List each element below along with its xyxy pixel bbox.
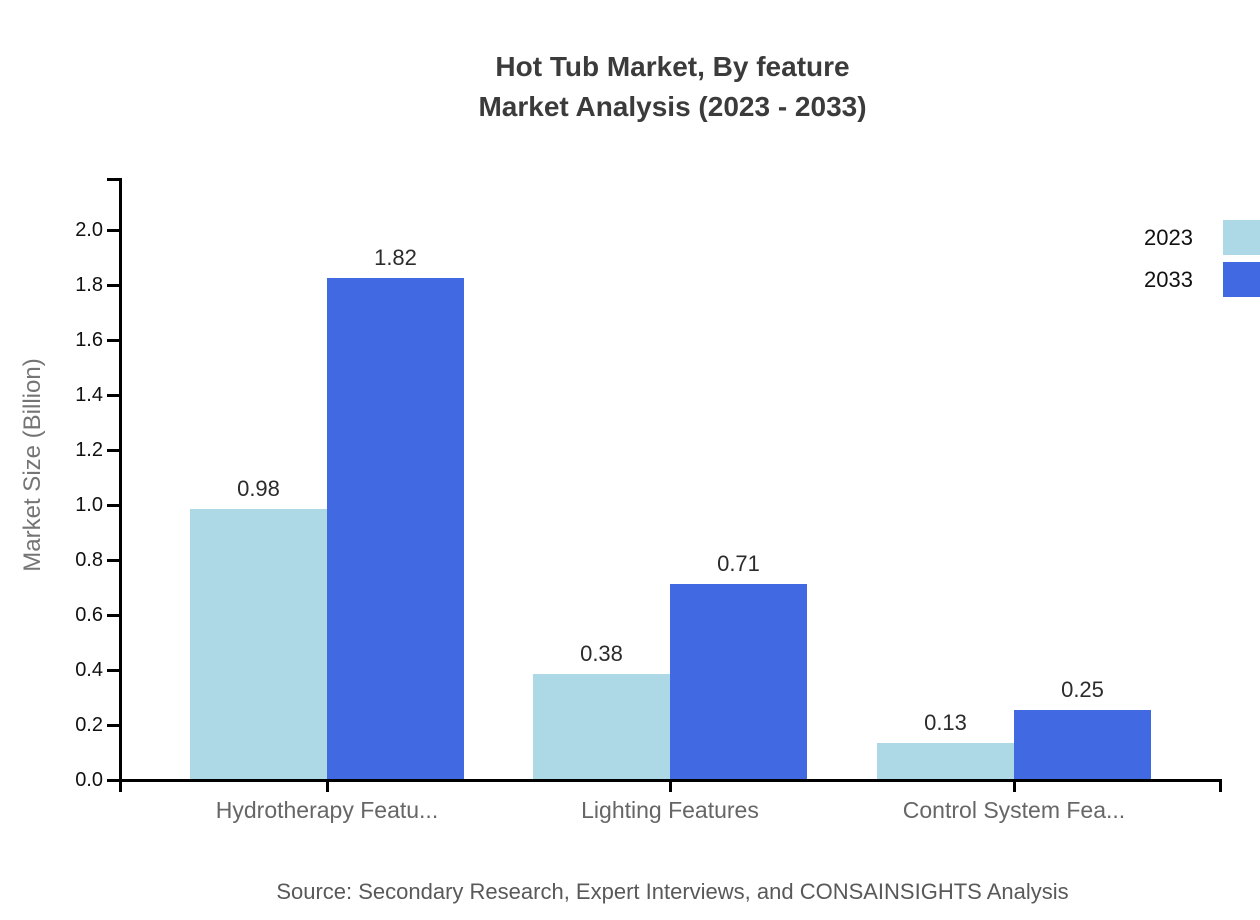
legend-swatch-2033 [1223, 262, 1260, 297]
y-tick-label: 1.8 [75, 274, 103, 296]
legend-label-2023: 2023 [1144, 225, 1193, 250]
bar-value-label: 0.13 [924, 710, 967, 735]
bar-value-label: 0.38 [580, 641, 623, 666]
y-tick [107, 724, 119, 727]
legend-item-2033: 2033 [1144, 262, 1260, 297]
y-tick [107, 229, 119, 232]
bar-value-label: 0.71 [717, 551, 760, 576]
y-tick-label: 0.8 [75, 549, 103, 571]
x-tick [1013, 782, 1016, 792]
bar-2033 [1014, 710, 1151, 779]
source-attribution: Source: Secondary Research, Expert Inter… [276, 879, 1069, 904]
x-axis-right-outer-tick [1219, 782, 1222, 792]
y-tick [107, 779, 119, 782]
bar-value-label: 0.25 [1061, 677, 1104, 702]
y-tick-label: 0.6 [75, 604, 103, 626]
category-label: Control System Fea... [902, 797, 1126, 823]
bar-value-label: 0.98 [237, 476, 280, 501]
bar-2023 [533, 674, 670, 779]
bar-value-label: 1.82 [374, 245, 417, 270]
y-tick-label: 1.6 [75, 329, 103, 351]
y-axis-top-cap [107, 178, 119, 181]
legend-label-2033: 2033 [1144, 267, 1193, 292]
legend-item-2023: 2023 [1144, 220, 1260, 255]
x-tick [669, 782, 672, 792]
y-tick-label: 0.0 [75, 769, 103, 791]
category-label: Lighting Features [581, 797, 759, 823]
y-tick-label: 0.4 [75, 659, 103, 681]
y-tick [107, 339, 119, 342]
y-tick-label: 1.4 [75, 384, 103, 406]
y-tick [107, 504, 119, 507]
y-tick-label: 2.0 [75, 219, 103, 241]
bar-2023 [877, 743, 1014, 779]
y-tick [107, 669, 119, 672]
y-tick [107, 394, 119, 397]
legend-swatch-2023 [1223, 220, 1260, 255]
x-axis-left-outer-tick [119, 782, 122, 792]
y-axis-line [119, 178, 122, 782]
bar-2033 [327, 278, 464, 779]
chart-title: Hot Tub Market, By feature Market Analys… [120, 47, 1225, 127]
y-tick [107, 559, 119, 562]
y-tick [107, 614, 119, 617]
y-tick-label: 0.2 [75, 714, 103, 736]
y-tick-label: 1.2 [75, 439, 103, 461]
bar-2023 [190, 509, 327, 779]
bar-2033 [670, 584, 807, 779]
chart-title-line2: Market Analysis (2023 - 2033) [478, 91, 867, 122]
y-tick-label: 1.0 [75, 494, 103, 516]
y-tick [107, 449, 119, 452]
x-tick [326, 782, 329, 792]
chart-title-line1: Hot Tub Market, By feature [495, 51, 850, 82]
x-axis-line [119, 779, 1222, 782]
y-tick [107, 284, 119, 287]
category-label: Hydrotherapy Featu... [215, 797, 439, 823]
